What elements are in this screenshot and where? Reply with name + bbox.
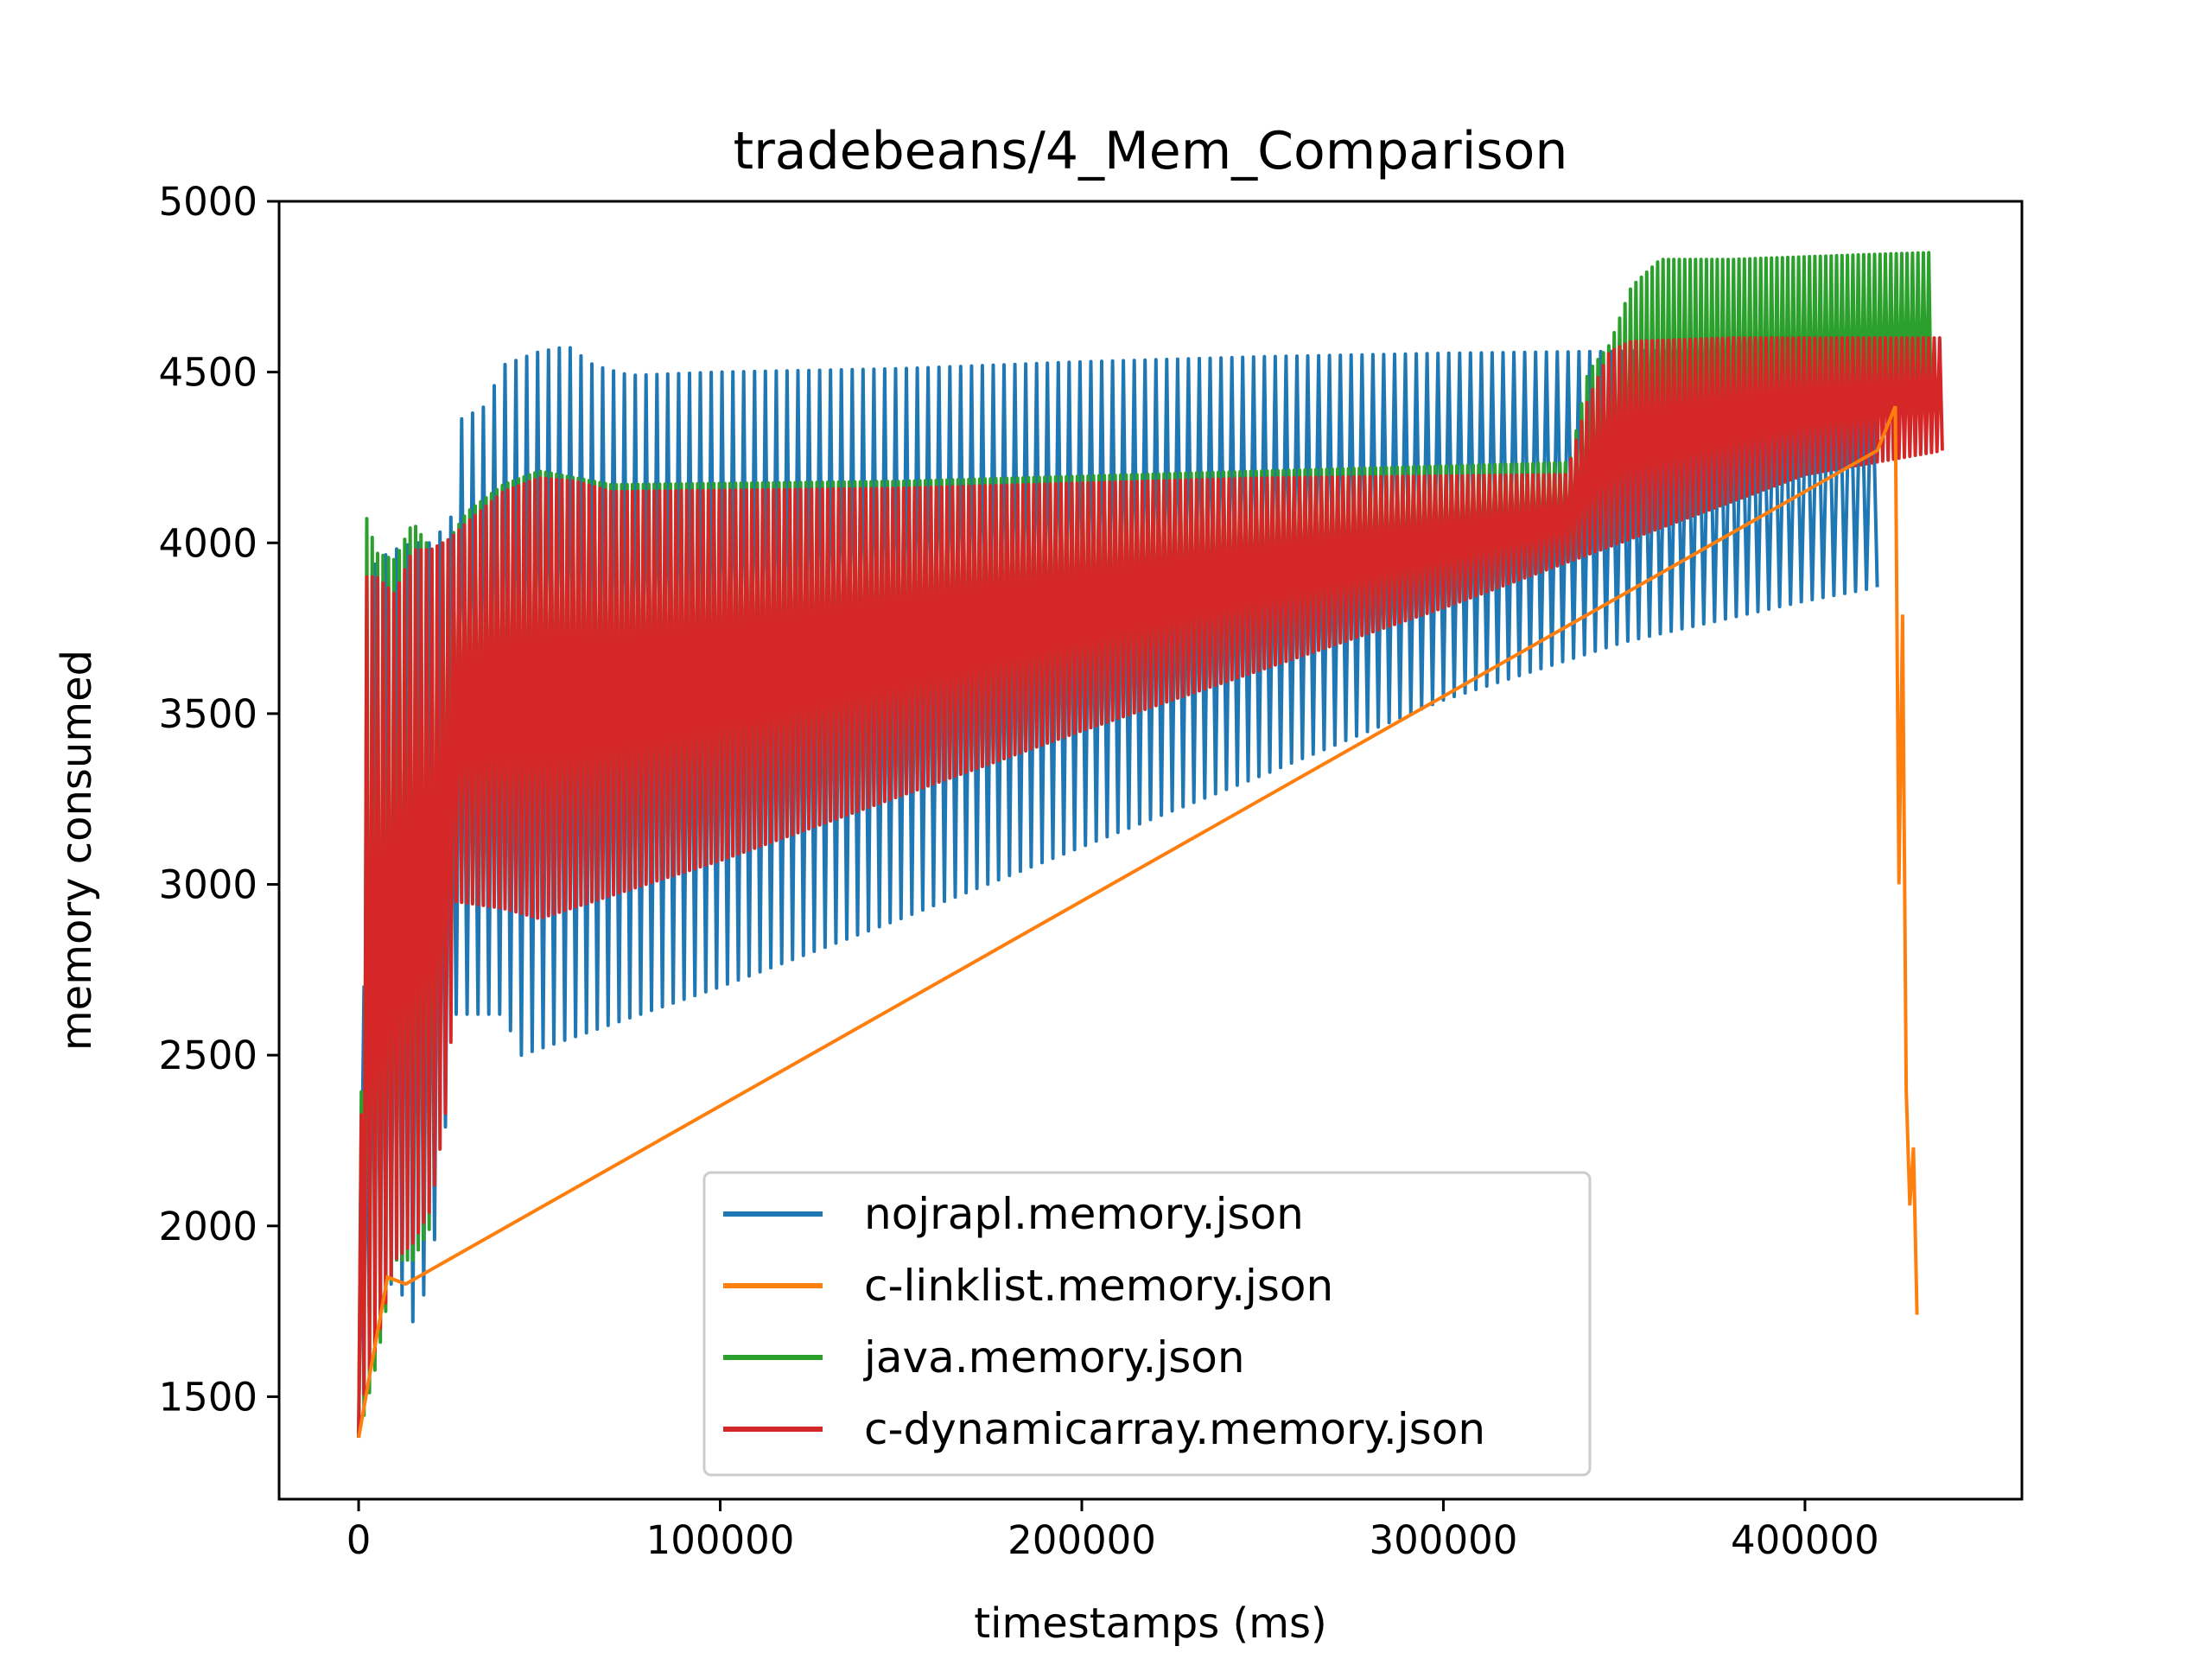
y-tick-label: 2500	[158, 1033, 257, 1078]
legend-label: c-dynamicarray.memory.json	[864, 1404, 1485, 1454]
x-tick-label: 200000	[1007, 1517, 1156, 1563]
x-tick-label: 400000	[1731, 1517, 1879, 1563]
x-tick-label: 0	[346, 1517, 372, 1563]
legend: nojrapl.memory.json c-linklist.memory.jso…	[702, 1171, 1592, 1477]
chart-title: tradebeans/4_Mem_Comparison	[734, 121, 1568, 181]
orange-series-layer	[357, 405, 1919, 1439]
y-tick-label: 2000	[158, 1204, 257, 1249]
y-tick-label: 5000	[158, 179, 257, 225]
y-tick-label: 3500	[158, 691, 257, 737]
y-tick-label: 4000	[158, 520, 257, 566]
y-tick-label: 3000	[158, 862, 257, 908]
x-axis-title: timestamps (ms)	[974, 1599, 1326, 1648]
series-line-4	[357, 336, 1944, 1438]
legend-label: nojrapl.memory.json	[864, 1189, 1304, 1239]
legend-box	[702, 1171, 1592, 1477]
series-layer	[357, 251, 1944, 1438]
plot-frame	[277, 200, 2024, 1501]
legend-label: c-linklist.memory.json	[864, 1261, 1333, 1311]
series-line-2	[357, 405, 1919, 1439]
x-tick-label: 100000	[646, 1517, 795, 1563]
y-tick-label: 1500	[158, 1374, 257, 1420]
y-axis-title: memory consumed	[53, 650, 101, 1051]
y-axis-ticks: 1500 2000 2500 3000 3500 4000 4500 5000	[158, 179, 279, 1420]
x-tick-label: 300000	[1370, 1517, 1518, 1563]
x-axis-ticks: 0 100000 200000 300000 400000	[346, 1499, 1879, 1563]
legend-label: java.memory.json	[863, 1332, 1245, 1382]
y-tick-label: 4500	[158, 350, 257, 396]
